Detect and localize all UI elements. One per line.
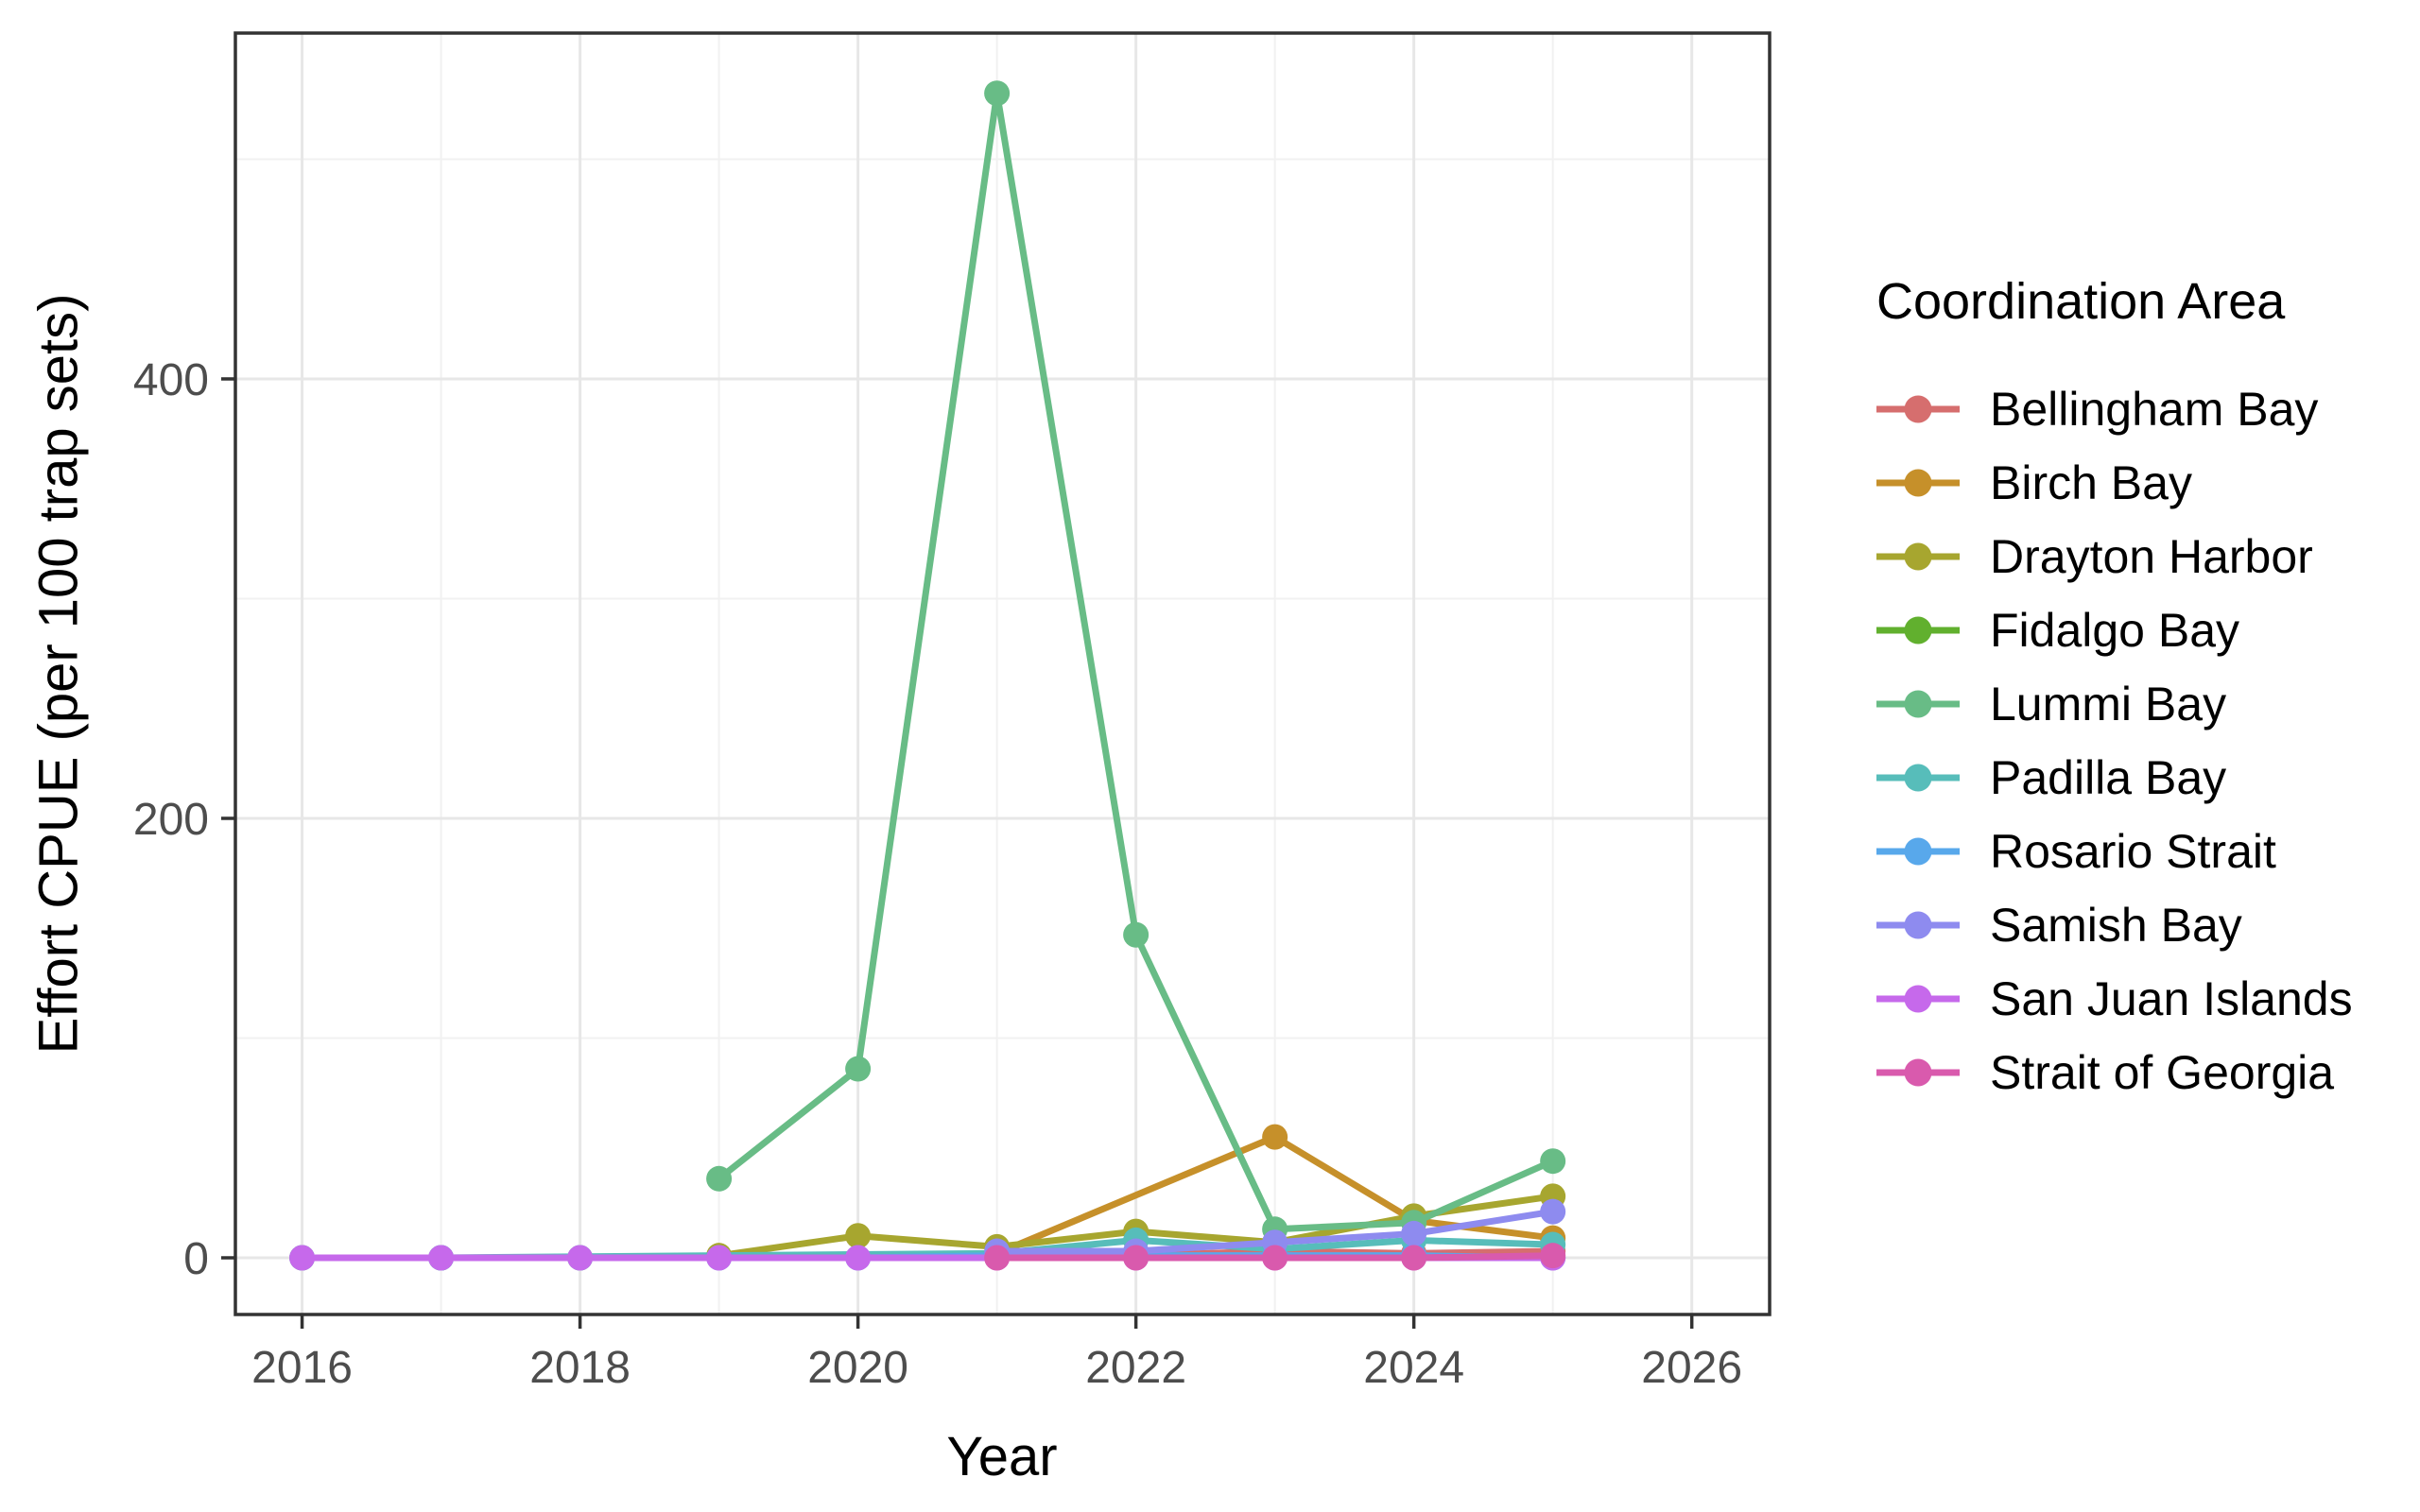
series-point-strait-of-georgia (1401, 1245, 1427, 1271)
legend-item-samish-bay: Samish Bay (1876, 888, 2353, 962)
legend-title: Coordination Area (1876, 273, 2286, 330)
series-point-lummi-bay (1540, 1148, 1566, 1175)
legend-key-icon (1876, 469, 1960, 497)
legend-key-icon (1876, 837, 1960, 866)
legend: Coordination Area Bellingham Bay Birch Ba… (1876, 272, 2353, 1109)
series-point-san-juan-islands (289, 1245, 316, 1271)
series-point-san-juan-islands (845, 1245, 872, 1271)
series-point-strait-of-georgia (984, 1245, 1011, 1271)
y-tick-label: 400 (133, 355, 209, 405)
legend-key-icon (1876, 911, 1960, 939)
legend-key-icon (1876, 985, 1960, 1013)
legend-item-lummi-bay: Lummi Bay (1876, 667, 2353, 741)
legend-item-fidalgo-bay: Fidalgo Bay (1876, 593, 2353, 667)
legend-key-icon (1876, 395, 1960, 423)
series-point-lummi-bay (984, 80, 1011, 107)
series-point-drayton-harbor (845, 1223, 872, 1249)
legend-item-bellingham-bay: Bellingham Bay (1876, 372, 2353, 446)
legend-item-san-juan-islands: San Juan Islands (1876, 962, 2353, 1036)
series-point-birch-bay (1262, 1124, 1288, 1150)
series-point-lummi-bay (1123, 921, 1150, 948)
x-tick-label: 2026 (1641, 1343, 1742, 1393)
legend-item-padilla-bay: Padilla Bay (1876, 741, 2353, 815)
series-point-lummi-bay (845, 1056, 872, 1082)
series-point-strait-of-georgia (1540, 1243, 1566, 1269)
series-point-lummi-bay (706, 1165, 733, 1192)
y-axis-title: Effort CPUE (per 100 trap sets) (27, 293, 90, 1055)
x-tick-label: 2018 (529, 1343, 631, 1393)
x-axis-title: Year (946, 1426, 1058, 1487)
series-point-san-juan-islands (428, 1245, 455, 1271)
panel-border (233, 31, 1772, 1316)
legend-item-label: Samish Bay (1990, 899, 2242, 952)
x-tick-label: 2022 (1085, 1343, 1186, 1393)
legend-item-label: Drayton Harbor (1990, 530, 2313, 583)
series-point-strait-of-georgia (1262, 1245, 1288, 1271)
legend-item-label: Lummi Bay (1990, 678, 2227, 730)
legend-item-label: Bellingham Bay (1990, 383, 2319, 436)
legend-item-rosario-strait: Rosario Strait (1876, 815, 2353, 888)
x-tick-label: 2020 (807, 1343, 908, 1393)
series-line-birch-bay (995, 1133, 1554, 1257)
series-point-strait-of-georgia (1123, 1245, 1150, 1271)
series-point-san-juan-islands (706, 1245, 733, 1271)
legend-items: Bellingham Bay Birch Bay Drayton Harbor Fid… (1876, 372, 2353, 1109)
legend-item-label: Birch Bay (1990, 456, 2192, 509)
series-point-samish-bay (1401, 1220, 1427, 1246)
legend-key-icon (1876, 616, 1960, 644)
legend-item-drayton-harbor: Drayton Harbor (1876, 520, 2353, 593)
legend-key-icon (1876, 764, 1960, 792)
legend-item-birch-bay: Birch Bay (1876, 446, 2353, 520)
legend-item-label: Strait of Georgia (1990, 1046, 2335, 1099)
legend-item-label: San Juan Islands (1990, 972, 2353, 1025)
y-tick-label: 200 (133, 795, 209, 845)
legend-key-icon (1876, 542, 1960, 571)
y-tick-label: 0 (183, 1234, 209, 1284)
legend-item-label: Fidalgo Bay (1990, 604, 2240, 657)
legend-item-label: Rosario Strait (1990, 825, 2276, 878)
x-tick-label: 2016 (251, 1343, 353, 1393)
legend-item-strait-of-georgia: Strait of Georgia (1876, 1036, 2353, 1109)
legend-item-label: Padilla Bay (1990, 751, 2227, 804)
legend-key-icon (1876, 1058, 1960, 1087)
x-tick-label: 2024 (1363, 1343, 1464, 1393)
series-point-san-juan-islands (567, 1245, 594, 1271)
series-point-samish-bay (1540, 1198, 1566, 1225)
legend-key-icon (1876, 690, 1960, 718)
